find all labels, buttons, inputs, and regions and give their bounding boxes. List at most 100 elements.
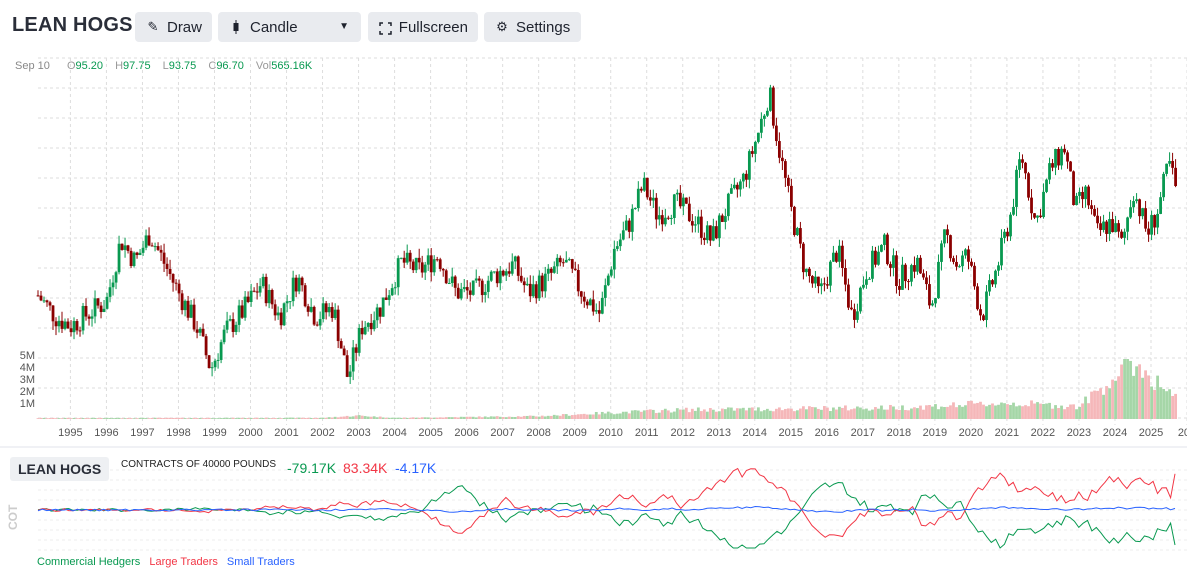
candle-body — [84, 305, 88, 317]
volume-bar — [877, 408, 880, 419]
volume-bar — [537, 416, 541, 419]
volume-bar — [396, 417, 400, 419]
volume-bar — [450, 417, 454, 419]
candle-body — [1147, 228, 1150, 235]
settings-button[interactable]: ⚙ Settings — [484, 12, 581, 42]
volume-bar — [210, 418, 214, 419]
volume-bar — [886, 409, 889, 419]
volume-bar — [669, 412, 673, 419]
draw-button[interactable]: ✎ Draw — [135, 12, 212, 42]
candle-body — [1009, 214, 1012, 237]
candle-body — [552, 266, 556, 273]
volume-bar — [570, 415, 574, 419]
candle-body — [342, 348, 346, 356]
candle-body — [931, 303, 934, 306]
candle-body — [381, 297, 385, 317]
candle-body — [1027, 173, 1030, 198]
volume-bar — [844, 405, 847, 419]
volume-bar — [696, 407, 700, 419]
volume-bar — [633, 410, 637, 419]
volume-bar — [690, 408, 694, 419]
candle-body — [102, 308, 106, 313]
candle-body — [880, 244, 883, 252]
x-tick-label: 2005 — [418, 427, 442, 439]
candle-body — [783, 161, 787, 178]
candle-body — [375, 307, 379, 321]
volume-bar — [865, 408, 868, 419]
candle-body — [432, 259, 436, 273]
candle-body — [832, 252, 835, 262]
volume-bar — [744, 410, 748, 419]
candle-body — [321, 303, 325, 320]
volume-bar — [1117, 376, 1120, 419]
x-tick-label: 2009 — [562, 427, 586, 439]
volume-bar — [387, 417, 391, 419]
volume-tick-label: 4M — [20, 362, 35, 374]
volume-bar — [303, 417, 307, 419]
volume-bar — [1096, 390, 1099, 419]
volume-bar — [555, 415, 559, 419]
volume-bar — [96, 418, 100, 419]
volume-bar — [1078, 406, 1081, 419]
candle-body — [180, 293, 184, 311]
volume-bar — [366, 416, 370, 419]
volume-bar — [1156, 375, 1159, 419]
candle-body — [495, 271, 499, 284]
x-tick-label: 2013 — [707, 427, 731, 439]
candle-body — [1084, 186, 1087, 200]
candle-body — [426, 255, 430, 265]
candle-body — [570, 259, 574, 269]
volume-bar — [883, 409, 886, 419]
volume-bar — [606, 411, 610, 419]
candle-body — [871, 250, 874, 279]
volume-bar — [348, 416, 352, 419]
candle-body — [192, 304, 196, 330]
cot-commercial-value: -79.17K — [287, 460, 337, 476]
volume-bar — [1027, 406, 1030, 419]
candle-body — [471, 280, 475, 295]
candle-body — [318, 319, 322, 326]
volume-bar — [165, 417, 169, 419]
candle-body — [387, 295, 391, 300]
candle-body — [838, 245, 841, 262]
volume-bar — [1108, 388, 1111, 419]
volume-bar — [940, 406, 943, 419]
volume-bar — [87, 418, 91, 419]
candle-body — [339, 341, 343, 349]
volume-bar — [780, 410, 784, 419]
volume-bar — [961, 406, 964, 419]
volume-bar — [195, 418, 199, 419]
candle-body — [835, 252, 838, 262]
candle-body — [982, 315, 985, 321]
volume-bar — [585, 414, 589, 419]
candle-body — [1111, 219, 1114, 233]
candle-body — [534, 284, 538, 299]
volume-bar — [315, 417, 319, 419]
volume-bar — [1003, 403, 1006, 419]
candle-body — [150, 245, 154, 247]
candle-body — [886, 234, 889, 265]
volume-bar — [847, 410, 850, 419]
candle-body — [681, 197, 685, 207]
candle-body — [1141, 208, 1144, 217]
x-tick-label: 1998 — [166, 427, 190, 439]
candle-body — [1114, 223, 1117, 233]
volume-bar — [309, 417, 313, 419]
legend-commercial: Commercial Hedgers — [37, 556, 141, 568]
candle-body — [642, 177, 646, 191]
candle-body — [913, 265, 916, 272]
volume-bar — [1114, 380, 1117, 419]
volume-bar — [1024, 405, 1027, 419]
volume-bar — [1174, 393, 1177, 419]
candle-body — [453, 276, 457, 288]
candle-body — [1063, 148, 1066, 153]
x-tick-label: 1997 — [130, 427, 154, 439]
ohlc-low: 93.75 — [168, 60, 197, 72]
fullscreen-button[interactable]: Fullscreen — [368, 12, 478, 42]
chart-type-select[interactable]: Candle ▼ — [218, 12, 361, 42]
candle-body — [186, 300, 190, 318]
candle-body — [555, 257, 559, 267]
volume-bar — [717, 411, 721, 419]
candle-body — [294, 277, 298, 292]
